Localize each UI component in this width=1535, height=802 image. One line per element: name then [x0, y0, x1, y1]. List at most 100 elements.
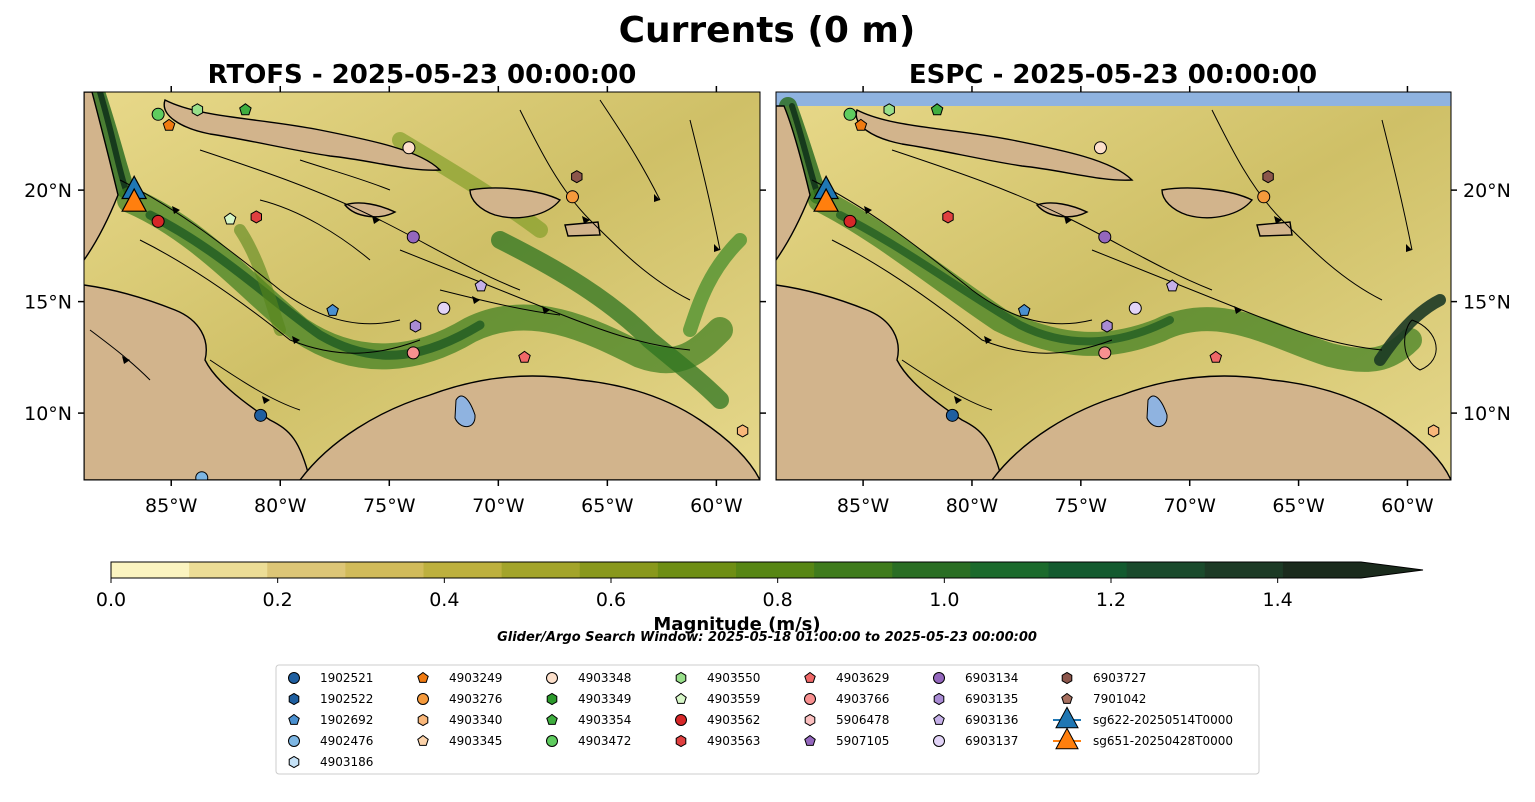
float-6903136	[474, 279, 488, 292]
legend-item: 4903766	[804, 692, 889, 706]
legend-item: 4903550	[675, 671, 760, 685]
colorbar-bin	[189, 562, 268, 578]
legend-item: 7901042	[1061, 692, 1146, 706]
colorbar-outline	[110, 561, 1424, 579]
lat-tick-label: 15°N	[1463, 292, 1511, 314]
legend-label: 4903249	[449, 671, 502, 685]
float-6903135	[1101, 319, 1113, 333]
lon-tick-label: 65°W	[1272, 495, 1325, 517]
legend-item: 4903348	[546, 671, 631, 685]
colorbar-bin	[1282, 562, 1362, 578]
legend-item: 5907105	[804, 734, 889, 748]
legend-item: 4903276	[417, 692, 502, 706]
colorbar-label: Magnitude (m/s)	[653, 614, 820, 635]
legend-marker	[417, 671, 429, 683]
float-4903276	[565, 190, 579, 204]
lon-tick-label: 85°W	[145, 495, 198, 517]
colorbar-bin	[736, 562, 815, 578]
legend-label: 4903186	[320, 755, 373, 769]
lat-tick-label: 15°N	[24, 292, 72, 314]
colorbar-bin	[501, 562, 581, 578]
float-1902521	[945, 408, 959, 422]
colorbar-tick-label: 1.2	[1096, 589, 1126, 611]
float-4903249	[162, 118, 176, 131]
map-panel-rtofs	[84, 92, 760, 480]
lon-tick-label: 60°W	[1381, 495, 1434, 517]
float-4903562	[843, 214, 857, 228]
lon-tick-label: 70°W	[1163, 495, 1216, 517]
legend-item: 4903472	[546, 734, 631, 748]
float-6903137	[437, 301, 451, 315]
legend-label: sg622-20250514T0000	[1093, 713, 1233, 727]
colorbar-tick-label: 0.0	[96, 589, 126, 611]
legend-item: 4903340	[417, 713, 502, 727]
float-markers	[151, 103, 749, 480]
figure-title: Currents (0 m)	[619, 10, 916, 51]
map-frame-espc	[775, 91, 1452, 481]
legend-item: 4903629	[804, 671, 889, 685]
legend-marker	[1061, 692, 1073, 704]
glider-sg651-20250428T0000	[121, 187, 148, 212]
legend-item: 4903249	[417, 671, 502, 685]
legend-marker	[417, 713, 429, 727]
legend-marker	[933, 713, 945, 725]
legend-label: 6903135	[965, 692, 1018, 706]
legend-label: 6903727	[1093, 671, 1146, 685]
colorbar-bin	[111, 562, 190, 578]
float-6903727	[571, 170, 583, 184]
panel-title-rtofs: RTOFS - 2025-05-23 00:00:00	[208, 60, 637, 90]
legend-marker	[288, 692, 300, 706]
legend-marker	[1055, 727, 1079, 750]
legend: 1902521 1902522 1902692 4902476 4903186 49032…	[275, 664, 1260, 775]
axes-ticks: 85°W 80°W 75°W 70°W 65°W 60°W 20°N 15°N 10°N 85°W…	[24, 86, 1511, 517]
stream-arrows	[122, 194, 720, 404]
colorbar-tick-label: 1.4	[1263, 589, 1293, 611]
colorbar-bin	[814, 562, 893, 578]
float-4903562	[151, 214, 165, 228]
float-4903348	[402, 141, 416, 155]
float-4903249	[854, 118, 868, 131]
colorbar-tick-label: 0.4	[429, 589, 459, 611]
legend-item: 5906478	[804, 713, 889, 727]
colorbar-bin	[579, 562, 659, 578]
lakes	[1146, 395, 1168, 428]
float-1902692	[326, 303, 339, 316]
colorbar-bin	[423, 562, 503, 578]
legend-label: sg651-20250428T0000	[1093, 734, 1233, 748]
lon-tick-label: 80°W	[946, 495, 999, 517]
legend-marker	[675, 692, 687, 704]
legend-label: 4903348	[578, 671, 631, 685]
legend-item: 4903349	[546, 692, 631, 706]
float-4903563	[250, 210, 262, 224]
float-4902476	[195, 471, 209, 480]
colorbar-bin	[1204, 562, 1284, 578]
float-markers	[843, 103, 1440, 438]
legend-item: 6903134	[933, 671, 1018, 685]
lat-tick-label: 20°N	[1463, 180, 1511, 202]
colorbar-bin	[1048, 562, 1128, 578]
legend-marker	[546, 713, 558, 725]
lon-tick-label: 65°W	[581, 495, 634, 517]
float-4903563	[942, 210, 954, 224]
legend-item: 4903345	[417, 734, 502, 748]
legend-item: 4903559	[675, 692, 760, 706]
legend-label: 1902522	[320, 692, 373, 706]
stream-arrows	[864, 206, 1412, 404]
legend-label: 4903349	[578, 692, 631, 706]
legend-marker	[675, 671, 687, 685]
float-6903135	[409, 319, 422, 333]
float-4903354	[239, 103, 252, 116]
colorbar-tick-label: 0.6	[596, 589, 626, 611]
legend-label: 4902476	[320, 734, 373, 748]
colorbar-bin	[345, 562, 424, 578]
legend-item: 1902522	[288, 692, 373, 706]
colorbar-extend-arrow	[1361, 562, 1423, 578]
float-4903629	[518, 350, 531, 363]
float-6903134	[406, 230, 420, 244]
legend-label: 6903136	[965, 713, 1018, 727]
legend-marker	[546, 672, 558, 684]
legend-marker	[1061, 671, 1073, 685]
legend-item: sg651-20250428T0000	[1053, 727, 1233, 750]
colorbar-bin	[1126, 562, 1206, 578]
legend-label: 4903472	[578, 734, 631, 748]
